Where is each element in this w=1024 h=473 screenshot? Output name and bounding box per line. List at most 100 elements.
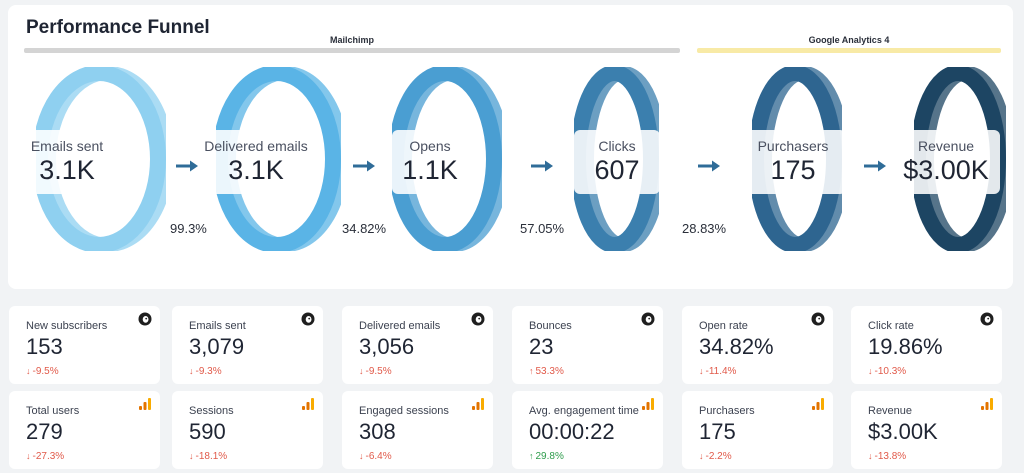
funnel-stage-value: $3.00K	[903, 155, 989, 185]
funnel-stage-card: Purchasers 175	[740, 130, 846, 194]
kpi-card[interactable]: Total users 279 ↓ -27.3%	[9, 391, 160, 469]
funnel-stage-label: Opens	[409, 138, 451, 154]
kpi-delta-value: -10.3%	[874, 366, 907, 377]
conversion-rate: 28.83%	[682, 221, 727, 236]
kpi-card[interactable]: Sessions 590 ↓ -18.1%	[172, 391, 323, 469]
kpi-card[interactable]: Avg. engagement time 00:00:22 ↑ 29.8%	[512, 391, 663, 469]
kpi-card[interactable]: New subscribers 153 ↓ -9.5%	[9, 306, 160, 384]
kpi-card[interactable]: Revenue $3.00K ↓ -13.8%	[851, 391, 1002, 469]
conversion-rate: 99.3%	[170, 221, 207, 236]
kpi-delta: ↑ 29.8%	[529, 451, 564, 462]
kpi-card[interactable]: Delivered emails 3,056 ↓ -9.5%	[342, 306, 493, 384]
kpi-label: Engaged sessions	[359, 405, 449, 417]
arrow-down-icon: ↓	[699, 451, 704, 461]
funnel-stage-value: 3.1K	[228, 155, 284, 185]
kpi-label: Total users	[26, 405, 80, 417]
kpi-card[interactable]: Click rate 19.86% ↓ -10.3%	[851, 306, 1002, 384]
kpi-card[interactable]: Emails sent 3,079 ↓ -9.3%	[172, 306, 323, 384]
kpi-value: 279	[26, 419, 63, 444]
arrow-down-icon: ↓	[699, 366, 704, 376]
kpi-delta: ↓ -2.2%	[699, 451, 732, 462]
arrow-down-icon: ↓	[868, 366, 873, 376]
arrow-down-icon: ↓	[26, 451, 31, 461]
source-label-ga4: Google Analytics 4	[808, 35, 890, 45]
kpi-value: 175	[699, 419, 736, 444]
arrow-right-icon	[531, 160, 553, 172]
funnel-stage-value: 607	[594, 155, 640, 185]
mailchimp-icon	[138, 312, 152, 326]
google-analytics-icon	[811, 397, 825, 411]
kpi-delta-value: -11.4%	[705, 366, 737, 377]
mailchimp-icon	[641, 312, 655, 326]
kpi-value: 00:00:22	[529, 419, 615, 444]
kpi-value: 308	[359, 419, 396, 444]
arrow-right-icon	[864, 160, 886, 172]
arrow-right-icon	[176, 160, 198, 172]
funnel-stage-card: Revenue $3.00K	[892, 130, 1000, 194]
conversion-rate: 57.05%	[520, 221, 565, 236]
funnel-stage-value: 1.1K	[402, 155, 458, 185]
kpi-delta-value: -9.5%	[32, 366, 59, 377]
arrow-right-icon	[353, 160, 375, 172]
kpi-delta: ↓ -9.5%	[359, 366, 392, 377]
kpi-label: Avg. engagement time	[529, 405, 639, 417]
kpi-delta: ↓ -6.4%	[359, 451, 392, 462]
kpi-value: 23	[529, 334, 554, 359]
kpi-delta-value: -18.1%	[195, 451, 228, 462]
kpi-delta-value: -13.8%	[874, 451, 907, 462]
arrow-down-icon: ↓	[189, 451, 194, 461]
kpi-value: $3.00K	[868, 419, 938, 444]
kpi-card[interactable]: Bounces 23 ↑ 53.3%	[512, 306, 663, 384]
kpi-label: Delivered emails	[359, 320, 441, 332]
kpi-delta-value: -9.3%	[195, 366, 222, 377]
arrow-down-icon: ↓	[359, 366, 364, 376]
kpi-card[interactable]: Open rate 34.82% ↓ -11.4%	[682, 306, 833, 384]
kpi-value: 3,079	[189, 334, 245, 359]
source-bar-mailchimp	[24, 48, 680, 53]
kpi-label: Open rate	[699, 320, 748, 332]
kpi-label: Revenue	[868, 405, 913, 417]
kpi-delta-value: 53.3%	[535, 366, 564, 377]
google-analytics-icon	[138, 397, 152, 411]
kpi-delta-value: 29.8%	[535, 451, 564, 462]
kpi-delta: ↓ -9.5%	[26, 366, 59, 377]
kpi-card[interactable]: Purchasers 175 ↓ -2.2%	[682, 391, 833, 469]
mailchimp-icon	[980, 312, 994, 326]
kpi-delta-value: -6.4%	[365, 451, 392, 462]
kpi-label: Purchasers	[699, 405, 755, 417]
source-label-mailchimp: Mailchimp	[329, 35, 374, 45]
kpi-value: 153	[26, 334, 63, 359]
arrow-down-icon: ↓	[359, 451, 364, 461]
kpi-value: 3,056	[359, 334, 415, 359]
google-analytics-icon	[471, 397, 485, 411]
funnel-stage-card: Clicks 607	[574, 130, 660, 194]
conversion-rate: 34.82%	[342, 221, 387, 236]
kpi-label: Click rate	[868, 320, 914, 332]
mailchimp-icon	[471, 312, 485, 326]
arrow-right-icon	[698, 160, 720, 172]
kpi-delta: ↓ -9.3%	[189, 366, 222, 377]
kpi-delta: ↓ -18.1%	[189, 451, 227, 462]
funnel-stage-value: 3.1K	[39, 155, 95, 185]
page-title: Performance Funnel	[26, 17, 210, 38]
funnel-stage-label: Emails sent	[30, 138, 104, 154]
funnel-stage-label: Clicks	[598, 138, 636, 154]
kpi-delta-value: -2.2%	[705, 451, 732, 462]
kpi-value: 590	[189, 419, 226, 444]
kpi-label: Bounces	[529, 320, 572, 332]
funnel-stage-card: Opens 1.1K	[392, 130, 468, 194]
arrow-up-icon: ↑	[529, 451, 534, 461]
kpi-delta-value: -9.5%	[365, 366, 392, 377]
google-analytics-icon	[301, 397, 315, 411]
mailchimp-icon	[811, 312, 825, 326]
arrow-up-icon: ↑	[529, 366, 534, 376]
funnel-panel: Performance Funnel Mailchimp Google Anal…	[8, 5, 1014, 289]
kpi-value: 34.82%	[699, 334, 774, 359]
kpi-card[interactable]: Engaged sessions 308 ↓ -6.4%	[342, 391, 493, 469]
funnel-stage-label: Revenue	[917, 138, 975, 154]
kpi-delta: ↓ -13.8%	[868, 451, 906, 462]
kpi-label: Emails sent	[189, 320, 246, 332]
funnel-stage-label: Purchasers	[757, 138, 829, 154]
source-bar-ga4	[697, 48, 1001, 53]
funnel-stage-value: 175	[770, 155, 816, 185]
